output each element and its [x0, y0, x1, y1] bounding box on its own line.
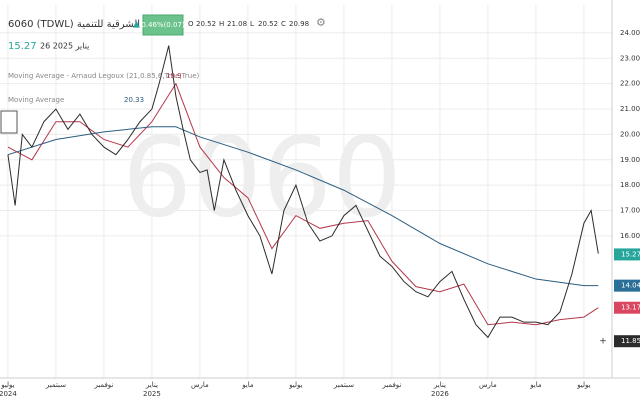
- price-badge-label: 15.27: [621, 250, 640, 258]
- x-tick-year: 2024: [0, 390, 17, 398]
- price-badge: [614, 335, 640, 348]
- plot: [7, 45, 599, 339]
- price-badge: [614, 279, 640, 292]
- price-badge: [614, 248, 640, 261]
- x-tick-label: يوليو: [288, 381, 302, 389]
- legend-value: 19.9: [166, 72, 182, 80]
- y-tick-label: 23.00: [620, 54, 640, 62]
- side-box[interactable]: [0, 110, 18, 134]
- price-badge-label: 11.85: [621, 337, 640, 345]
- x-tick-label: نوفمبر: [381, 381, 401, 389]
- x-tick-label: سبتمبر: [333, 381, 354, 389]
- y-tick-label: 19.00: [620, 156, 640, 164]
- last-price: 15.27: [8, 41, 37, 52]
- price-line: [7, 45, 599, 339]
- x-tick-label: يناير: [433, 381, 446, 389]
- x-tick-label: مايو: [529, 381, 542, 389]
- y-tick-label: 16.00: [620, 232, 640, 240]
- watermark: 6060: [122, 113, 402, 241]
- chart-title: 6060 (TDWL) الشرقية للتنمية: [8, 19, 140, 30]
- add-button[interactable]: +: [599, 337, 607, 347]
- y-tick-label: 22.00: [620, 80, 640, 88]
- x-tick-label: مايو: [241, 381, 254, 389]
- ohlc-key: C: [281, 20, 286, 28]
- price-badge-label: 13.17: [621, 304, 640, 312]
- legend-value: 20.33: [124, 96, 144, 104]
- ohlc-value: 20.52: [196, 20, 216, 28]
- up-arrow: ▲: [133, 20, 140, 30]
- price-badge-label: 14.04: [621, 282, 640, 290]
- y-tick-label: 17.00: [620, 207, 640, 215]
- change-box: [142, 14, 184, 36]
- grid: [0, 5, 612, 378]
- x-tick-label: يوليو: [0, 381, 14, 389]
- x-tick-year: 2026: [431, 390, 449, 398]
- y-tick-label: 18.00: [620, 181, 640, 189]
- x-tick-label: مارس: [191, 381, 209, 389]
- price-badge: [614, 301, 640, 314]
- x-tick-label: يناير: [145, 381, 158, 389]
- date: 26 يناير 2025: [40, 42, 89, 51]
- ohlc-key: L: [250, 20, 254, 28]
- x-tick-label: يوليو: [576, 381, 590, 389]
- x-tick-label: مارس: [479, 381, 497, 389]
- legend: Moving Average - Arnaud Legoux (21,0.85,…: [8, 72, 200, 104]
- y-tick-label: 21.00: [620, 105, 640, 113]
- ohlc-key: O: [188, 20, 194, 28]
- settings-icon[interactable]: ⚙: [316, 16, 326, 29]
- ohlc-key: H: [219, 20, 224, 28]
- ohlc-value: 20.52: [258, 20, 278, 28]
- y-tick-label: 20.00: [620, 130, 640, 138]
- ohlc-value: 21.08: [227, 20, 247, 28]
- ohlc-value: 20.98: [289, 20, 309, 28]
- legend-name: Moving Average - Arnaud Legoux (21,0.85,…: [8, 72, 200, 80]
- change: 0.46%(0.07): [141, 21, 185, 29]
- y-tick-label: 24.00: [620, 29, 640, 37]
- x-tick-year: 2025: [143, 390, 161, 398]
- ohlc: O 20.52 H 21.08 L 20.52 C 20.98: [188, 20, 309, 28]
- legend-name: Moving Average: [8, 96, 64, 104]
- indicator-line: [7, 126, 599, 287]
- x-tick-label: سبتمبر: [45, 381, 66, 389]
- x-tick-label: نوفمبر: [93, 381, 113, 389]
